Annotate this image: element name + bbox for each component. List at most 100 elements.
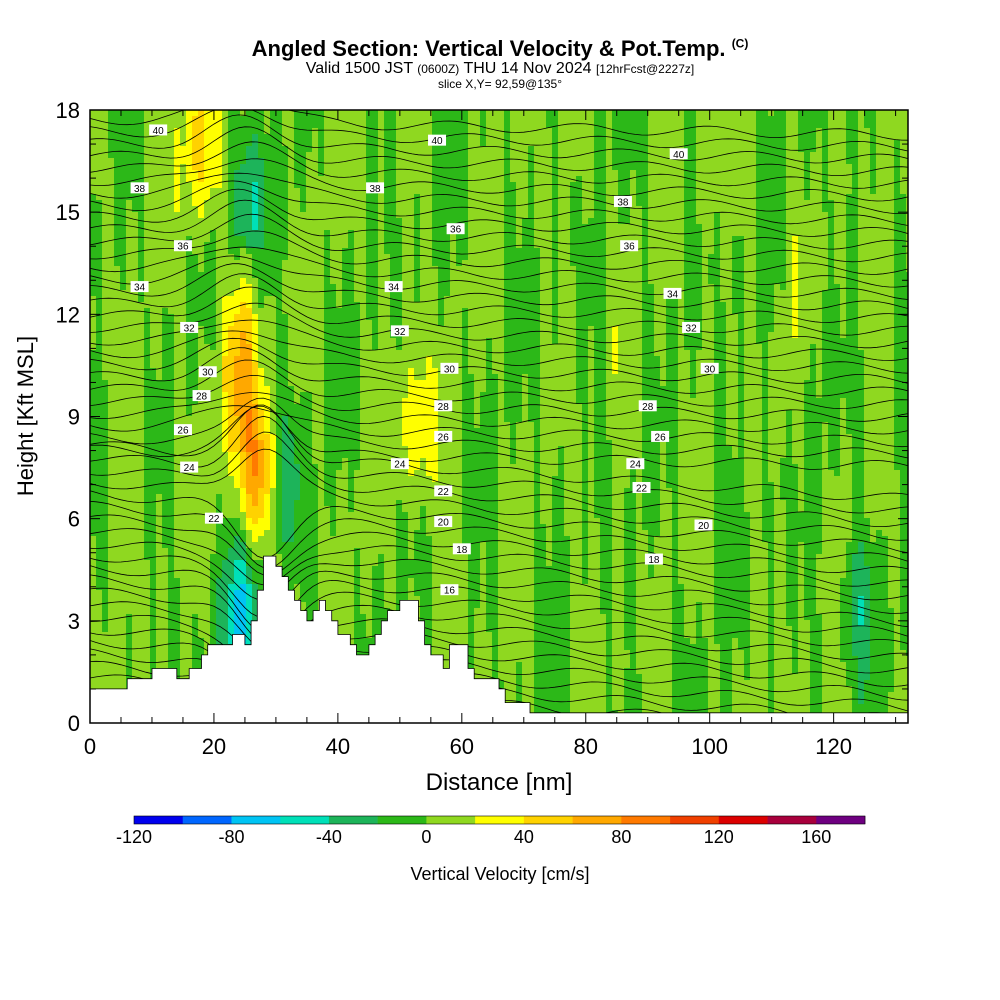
isentrope-label: 40	[431, 136, 443, 147]
isentrope-line	[90, 158, 908, 202]
isentrope-line	[90, 359, 908, 410]
isentrope-label-bg	[694, 519, 713, 531]
x-tick-label: 0	[84, 734, 96, 759]
y-tick-label: 9	[68, 405, 80, 430]
isentrope-label-bg	[180, 321, 199, 333]
isentrope-label: 36	[450, 225, 462, 236]
isentrope-label: 34	[134, 283, 146, 294]
isentrope-label-bg	[663, 287, 682, 299]
isentrope-label-bg	[366, 182, 385, 194]
isentrope-line	[90, 273, 908, 323]
colorbar-swatch	[767, 816, 817, 824]
isentrope-label: 32	[686, 323, 698, 334]
chart-title: Angled Section: Vertical Velocity & Pot.…	[251, 36, 749, 61]
isentrope-line	[90, 374, 908, 422]
title-mark: (C)	[731, 36, 749, 51]
isentrope-label-bg	[198, 366, 217, 378]
isentrope-line	[90, 514, 908, 576]
isentrope-label: 22	[208, 514, 220, 525]
isentrope-line	[90, 541, 908, 601]
isentrope-line	[90, 213, 908, 263]
x-tick-label: 80	[574, 734, 598, 759]
isentrope-line	[90, 601, 908, 660]
isentrope-label: 38	[369, 184, 381, 195]
isentrope-line	[90, 180, 908, 226]
isentrope-label: 26	[438, 432, 450, 443]
isentrope-line	[90, 528, 908, 587]
isentrope-label: 34	[667, 289, 679, 300]
colorbar-swatch	[134, 816, 184, 824]
isentrope-label: 24	[630, 460, 642, 471]
isentrope-label-bg	[632, 482, 651, 494]
isentrope-lines	[90, 110, 908, 723]
isentrope-line	[90, 431, 908, 527]
isentrope-label: 34	[388, 283, 400, 294]
isentrope-label-bg	[644, 553, 663, 565]
x-tick-label: 40	[326, 734, 350, 759]
isentrope-label-bg	[204, 512, 223, 524]
isentrope-label: 32	[184, 323, 196, 334]
isentrope-line	[90, 330, 908, 374]
isentrope-labels: 16 18 18 20 20 22 22 22 24 24 24 26 26 26 28 28 28 30 30 30…	[130, 124, 719, 597]
colorbar-swatch	[328, 816, 378, 824]
isentrope-label: 22	[438, 487, 450, 498]
isentrope-label: 18	[456, 545, 468, 556]
isentrope-line	[90, 319, 908, 361]
colorbar-tick-label: 40	[514, 827, 534, 847]
isentrope-label: 36	[177, 242, 189, 253]
velocity-field	[90, 110, 908, 723]
isentrope-label: 18	[648, 555, 660, 566]
isentrope-label-bg	[434, 400, 453, 412]
isentrope-label: 24	[394, 460, 406, 471]
isentrope-label: 40	[673, 150, 685, 161]
isentrope-line	[90, 347, 908, 397]
x-tick-label: 100	[691, 734, 728, 759]
isentrope-line	[90, 286, 908, 336]
isentrope-label: 24	[184, 463, 196, 474]
colorbar-label: Vertical Velocity [cm/s]	[410, 864, 590, 884]
isentrope-label-bg	[651, 430, 670, 442]
isentrope-line	[90, 199, 908, 250]
isentrope-label-bg	[452, 543, 471, 555]
isentrope-label: 38	[134, 184, 146, 195]
isentrope-label: 36	[624, 242, 636, 253]
isentrope-line	[90, 337, 908, 384]
colorbar-tick-label: -40	[316, 827, 342, 847]
isentrope-line	[90, 263, 908, 311]
isentrope-line	[90, 188, 908, 237]
isentrope-label-bg	[620, 240, 639, 252]
isentrope-label: 40	[153, 126, 165, 137]
isentrope-label: 28	[642, 402, 654, 413]
isentrope-line	[90, 255, 908, 300]
colorbar: -120 -80 -40 0 40 80 120 160	[116, 815, 866, 847]
colorbar-swatch	[572, 816, 622, 824]
colorbar-swatch	[426, 816, 476, 824]
isentrope-line	[90, 490, 908, 559]
isentrope-line	[90, 246, 908, 288]
isentrope-label-bg	[440, 362, 459, 374]
colorbar-tick-label: 0	[421, 827, 431, 847]
y-tick-label: 0	[68, 711, 80, 736]
isentrope-line	[90, 172, 908, 214]
isentrope-label: 38	[617, 197, 629, 208]
x-tick-label: 20	[202, 734, 226, 759]
terrain-mask	[89, 555, 909, 724]
isentrope-label: 22	[636, 484, 648, 495]
isentrope-label-bg	[434, 516, 453, 528]
isentrope-line	[90, 405, 908, 448]
isentrope-line	[90, 230, 908, 275]
isentrope-line	[90, 392, 908, 435]
isentrope-label: 20	[698, 521, 710, 532]
isentrope-label: 26	[655, 432, 667, 443]
subtitle-zone: (0600Z)	[417, 62, 460, 76]
isentrope-line	[90, 565, 908, 633]
colorbar-swatch	[475, 816, 525, 824]
isentrope-label: 20	[438, 518, 450, 529]
isentrope-label: 26	[177, 426, 189, 437]
isentrope-line	[90, 405, 908, 470]
isentrope-label: 28	[196, 392, 208, 403]
chart-subtitle: Valid 1500 JST (0600Z) THU 14 Nov 2024 […	[305, 60, 695, 77]
isentrope-label-bg	[149, 124, 168, 136]
y-tick-label: 15	[56, 200, 80, 225]
